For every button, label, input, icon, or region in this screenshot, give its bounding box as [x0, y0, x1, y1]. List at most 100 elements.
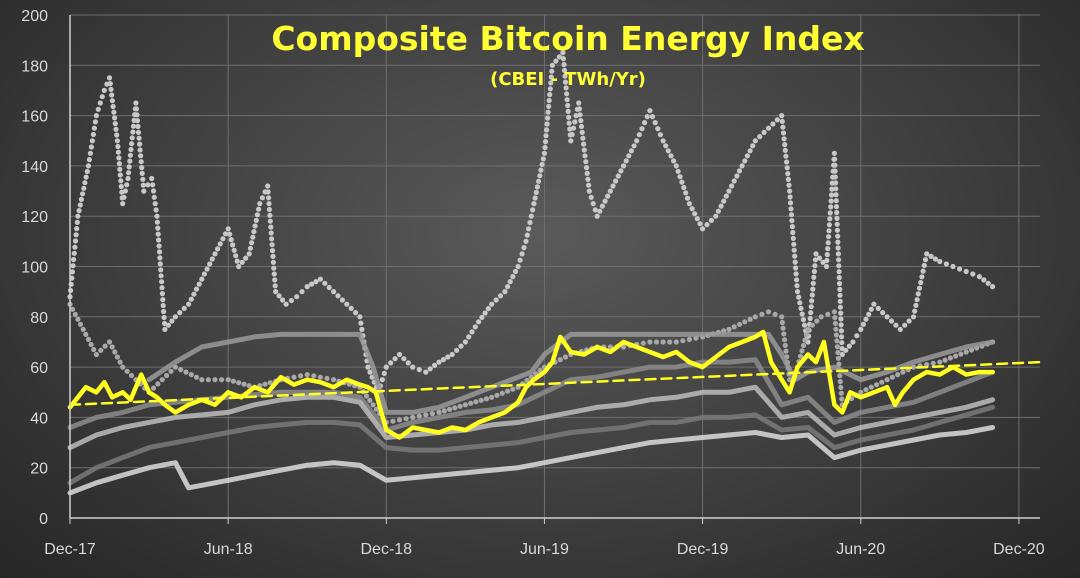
data-point: [499, 390, 505, 396]
data-point: [193, 286, 200, 292]
data-point: [153, 207, 159, 213]
data-point: [752, 314, 758, 320]
data-point: [478, 397, 484, 403]
data-point: [317, 374, 323, 380]
data-point: [880, 310, 886, 316]
data-point: [541, 150, 548, 156]
data-point: [267, 380, 273, 386]
data-point: [294, 294, 300, 300]
data-point: [562, 354, 569, 360]
data-point: [326, 284, 332, 291]
data-point: [85, 336, 92, 342]
data-point: [594, 213, 600, 219]
data-point: [788, 212, 795, 218]
data-point: [186, 301, 192, 307]
x-tick-label: Dec-20: [993, 541, 1045, 558]
data-point: [736, 321, 743, 327]
data-point: [810, 286, 816, 292]
data-point: [107, 81, 113, 87]
data-point: [432, 362, 438, 368]
y-tick-label: 0: [39, 511, 48, 528]
data-point: [331, 377, 337, 383]
data-point: [928, 253, 934, 259]
data-point: [188, 296, 194, 302]
data-point: [156, 243, 162, 249]
data-point: [265, 183, 271, 189]
data-point: [921, 262, 927, 268]
data-point: [266, 201, 272, 207]
data-point: [578, 123, 585, 130]
data-point: [141, 188, 147, 194]
data-point: [618, 168, 624, 174]
data-point: [266, 206, 272, 213]
y-tick-label: 100: [21, 260, 48, 277]
data-point: [129, 135, 135, 141]
data-point: [228, 237, 234, 243]
data-point: [914, 297, 920, 303]
data-point: [779, 118, 785, 124]
data-point: [545, 115, 551, 121]
data-point: [757, 134, 763, 140]
data-point: [256, 206, 262, 212]
data-point: [512, 268, 519, 275]
data-point: [209, 256, 215, 262]
data-point: [88, 144, 94, 150]
data-point: [585, 176, 591, 182]
data-point: [782, 342, 788, 348]
data-point: [233, 253, 239, 259]
data-point: [390, 418, 396, 424]
data-point: [787, 194, 793, 200]
data-point: [919, 274, 925, 280]
data-point: [472, 324, 478, 330]
data-point: [505, 284, 511, 290]
data-point: [98, 347, 104, 353]
data-point: [838, 328, 845, 334]
data-point: [809, 298, 815, 304]
data-point: [697, 221, 703, 227]
data-point: [405, 360, 411, 366]
series-0-dots: [67, 50, 996, 395]
data-point: [772, 311, 778, 317]
data-point: [112, 121, 118, 127]
data-point: [191, 291, 197, 297]
data-point: [644, 114, 650, 120]
data-point: [126, 170, 132, 176]
data-point: [114, 138, 120, 144]
data-point: [160, 297, 166, 303]
data-point: [647, 339, 653, 345]
data-point: [137, 141, 143, 147]
data-point: [138, 159, 144, 165]
data-point: [794, 277, 800, 283]
data-point: [731, 324, 737, 330]
data-point: [155, 381, 161, 387]
data-point: [663, 143, 669, 149]
data-point: [158, 267, 164, 273]
data-point: [90, 131, 96, 138]
data-point: [392, 356, 398, 362]
data-point: [826, 234, 832, 240]
data-point: [537, 173, 543, 179]
data-point: [673, 339, 679, 345]
data-point: [524, 232, 530, 238]
y-tick-label: 40: [30, 410, 48, 427]
data-point: [115, 143, 121, 150]
data-point: [160, 302, 166, 309]
data-point: [825, 240, 831, 246]
data-point: [784, 159, 790, 165]
data-point: [834, 215, 840, 221]
series-5-line: [67, 404, 996, 486]
data-point: [590, 201, 596, 207]
data-point: [154, 213, 160, 219]
data-point: [613, 178, 619, 184]
data-point: [832, 156, 838, 162]
data-point: [802, 337, 808, 343]
data-point: [797, 353, 804, 359]
data-point: [112, 349, 118, 355]
data-point: [127, 158, 133, 164]
data-point: [634, 138, 640, 144]
data-point: [135, 129, 142, 135]
data-point: [832, 315, 838, 321]
data-point: [893, 322, 899, 328]
data-point: [718, 203, 724, 209]
data-point: [246, 383, 252, 389]
